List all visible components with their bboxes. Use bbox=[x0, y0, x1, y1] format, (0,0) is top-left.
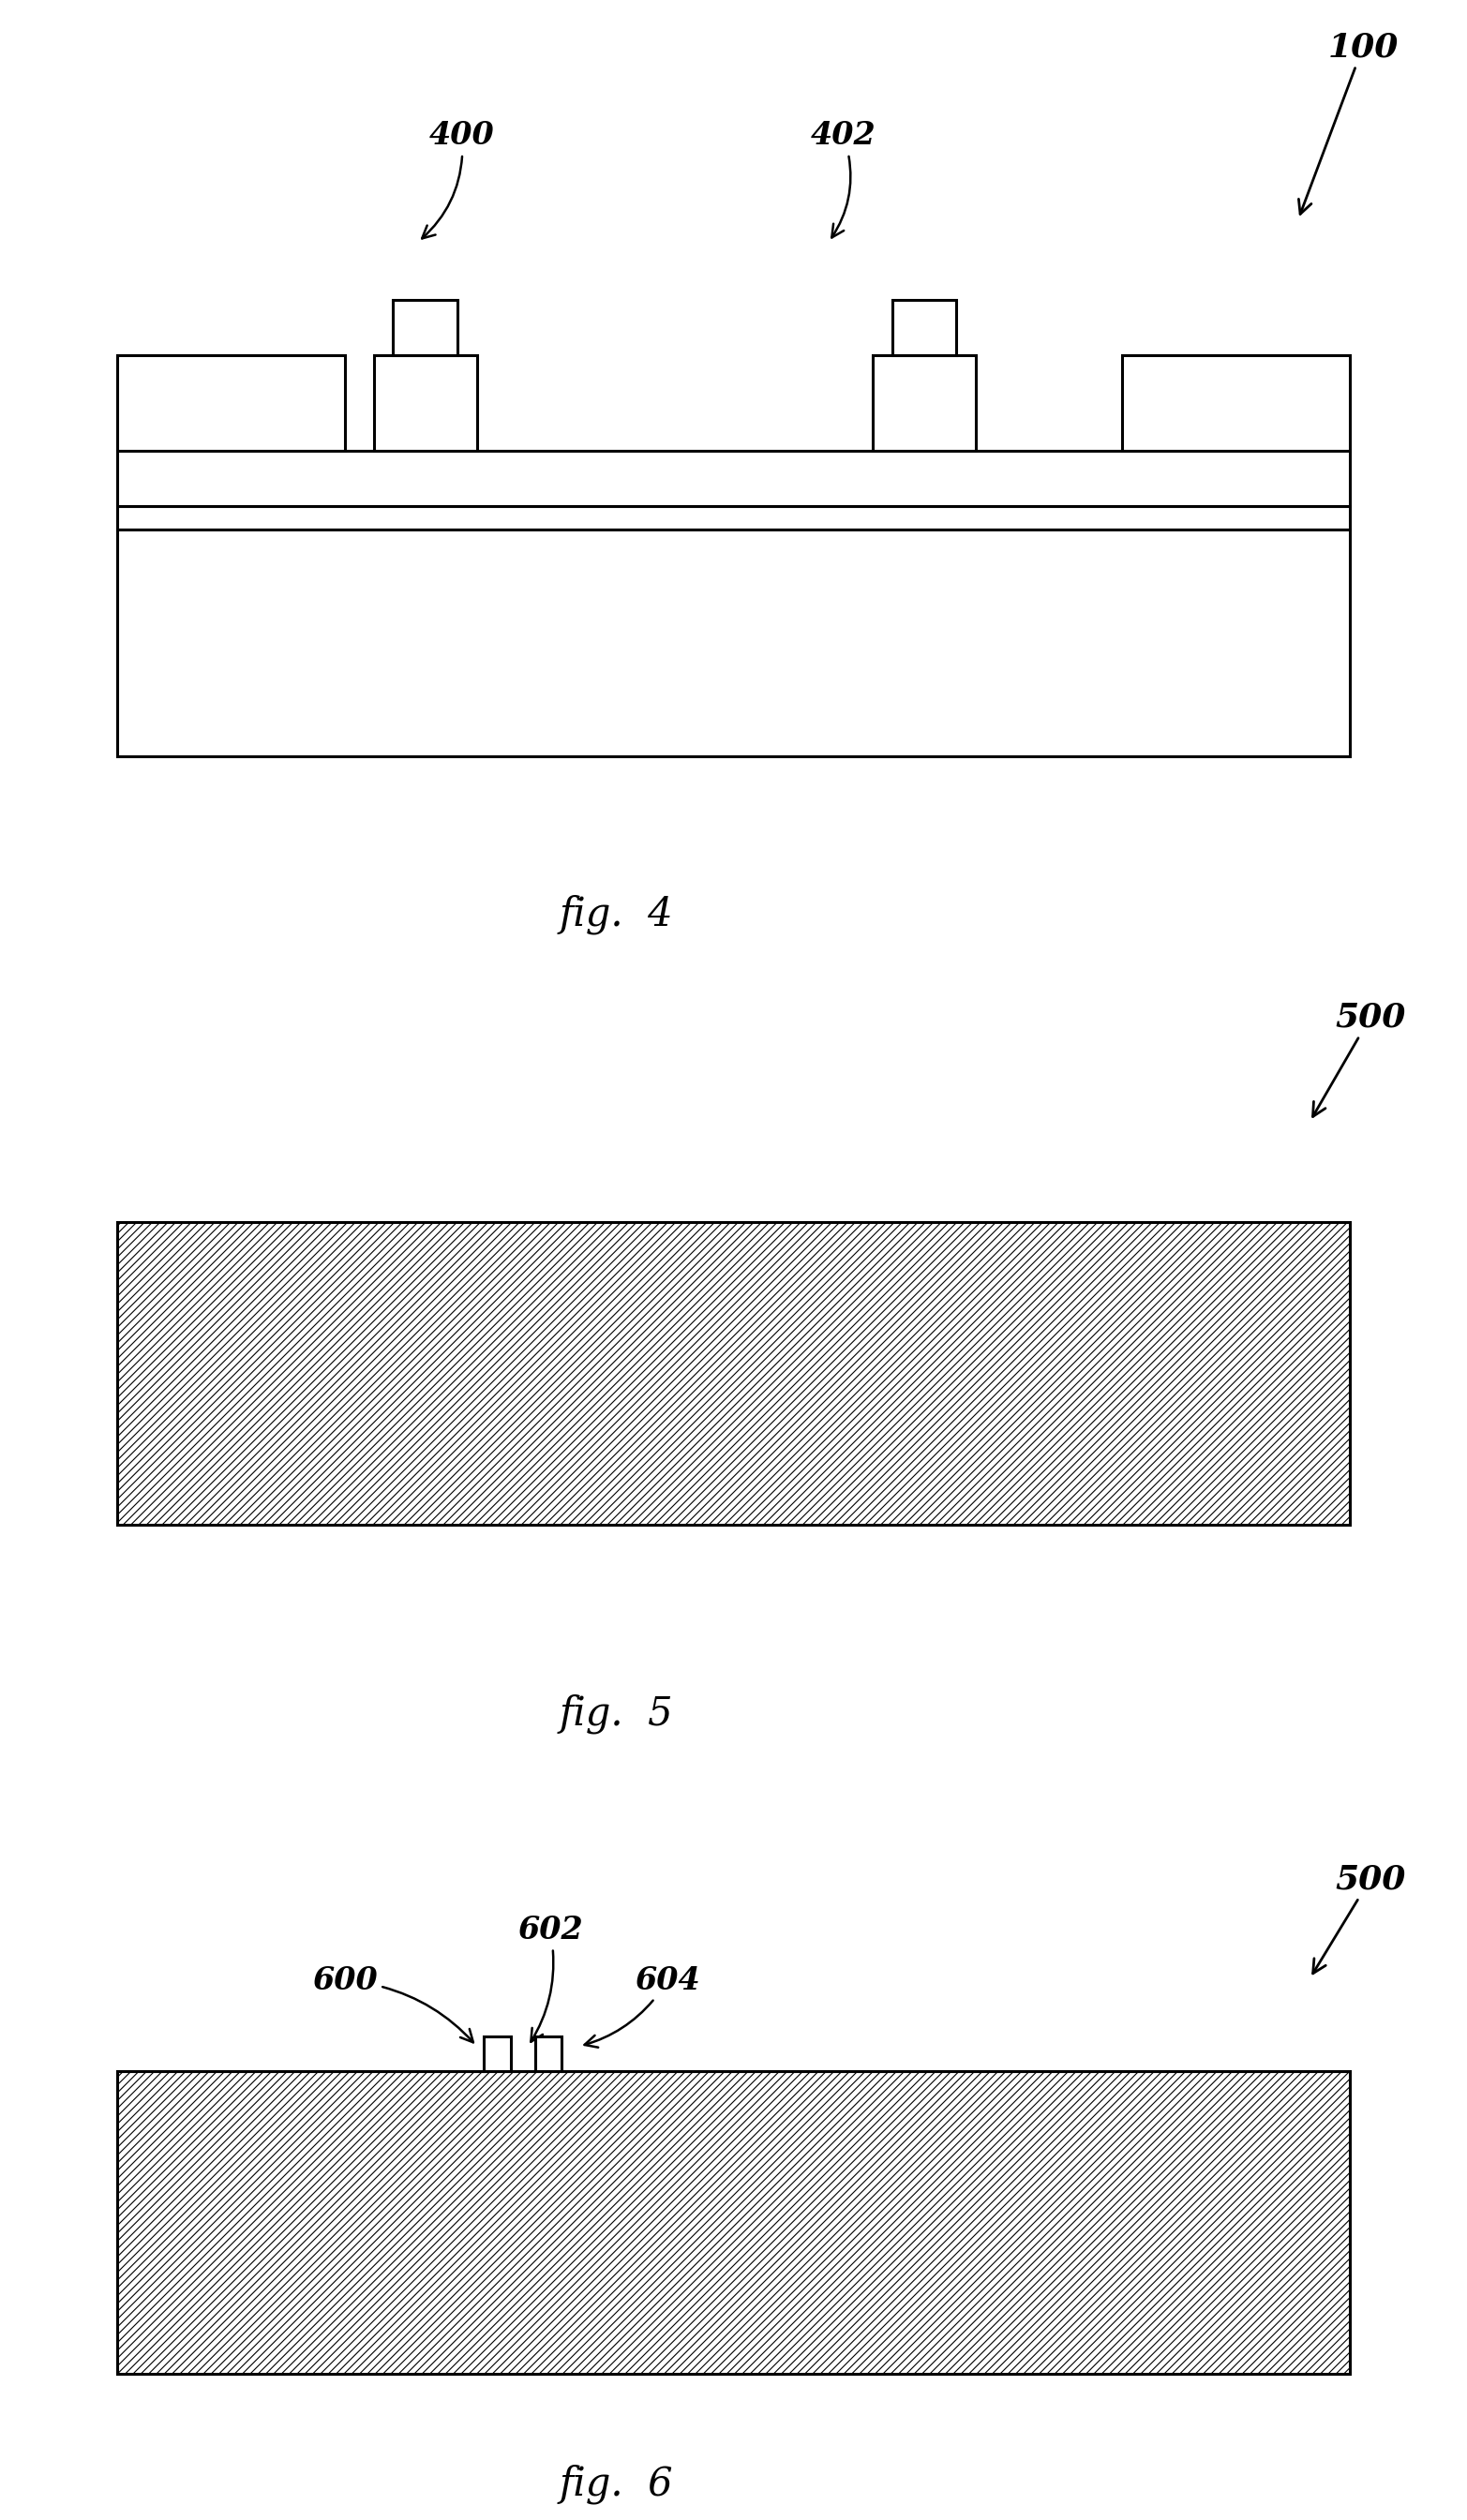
Bar bbox=[374, 355, 477, 451]
Text: 602: 602 bbox=[518, 1915, 582, 2041]
Bar bbox=[117, 529, 1350, 756]
Bar bbox=[484, 2036, 511, 2071]
Bar bbox=[535, 2036, 562, 2071]
Bar bbox=[892, 300, 956, 355]
Text: fig.  5: fig. 5 bbox=[559, 1693, 673, 1734]
Text: 600: 600 bbox=[312, 1966, 474, 2041]
Text: 500: 500 bbox=[1313, 1000, 1405, 1116]
Text: 402: 402 bbox=[811, 121, 876, 237]
Bar bbox=[117, 2071, 1350, 2374]
Text: 604: 604 bbox=[584, 1966, 700, 2046]
Bar bbox=[117, 1222, 1350, 1525]
Text: 500: 500 bbox=[1313, 1862, 1405, 1973]
Bar bbox=[117, 507, 1350, 529]
Bar bbox=[117, 451, 1350, 507]
Text: fig.  6: fig. 6 bbox=[559, 2465, 673, 2505]
Bar bbox=[117, 355, 345, 451]
Text: 100: 100 bbox=[1298, 30, 1398, 214]
Bar bbox=[873, 355, 976, 451]
Bar bbox=[1122, 355, 1350, 451]
Text: fig.  4: fig. 4 bbox=[559, 895, 673, 935]
Bar bbox=[393, 300, 458, 355]
Text: 400: 400 bbox=[422, 121, 494, 239]
